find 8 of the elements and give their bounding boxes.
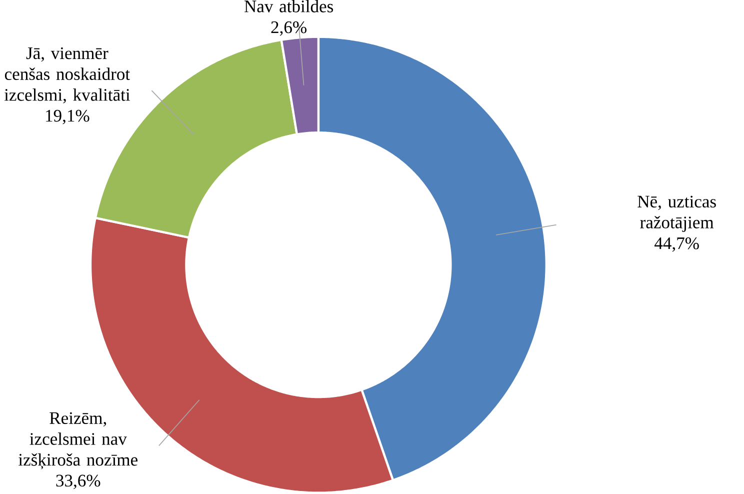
data-label: 44,7% (654, 237, 699, 252)
slice-label: Nē, uzticas ražotājiem (638, 196, 716, 232)
slice-label: Nav atbildes (244, 0, 334, 12)
slice-label: Jā, vienmēr cenšas noskaidrot izcelsmi, kvalitāti (4, 47, 130, 104)
data-label: 2,6% (271, 21, 306, 36)
data-label: 33,6% (56, 474, 100, 490)
data-label: 19,1% (46, 110, 90, 124)
slice-label: Reizēm, izcelsmei nav izšķiroša nozīme (18, 412, 138, 470)
